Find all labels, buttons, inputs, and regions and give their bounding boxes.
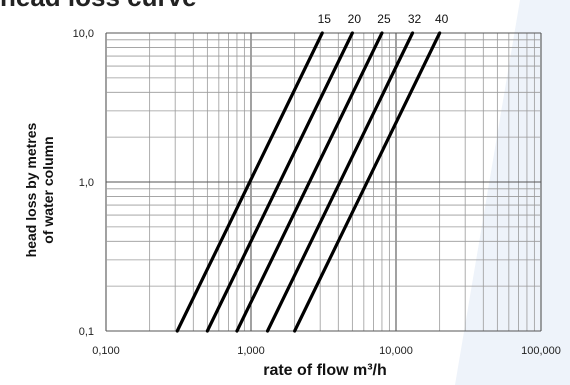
y-axis-label: head loss by metres of water column bbox=[23, 123, 57, 258]
x-tick-label: 1,000 bbox=[237, 345, 265, 357]
series-label-40: 40 bbox=[435, 12, 449, 26]
y-tick-label: 10,0 bbox=[73, 28, 94, 40]
series-line-40 bbox=[293, 31, 442, 333]
series-label-25: 25 bbox=[377, 12, 391, 26]
series-line-25 bbox=[235, 31, 384, 333]
series-line-15 bbox=[175, 31, 324, 333]
y-tick-label: 1,0 bbox=[79, 177, 94, 189]
y-axis-label-wrap: head loss by metres of water column bbox=[0, 0, 80, 385]
series-label-20: 20 bbox=[348, 12, 362, 26]
y-axis-label-line-1: head loss by metres bbox=[23, 122, 39, 258]
series-label-15: 15 bbox=[318, 12, 332, 26]
x-tick-label: 0,100 bbox=[92, 345, 120, 357]
x-tick-label: 100,000 bbox=[521, 345, 561, 357]
chart-title: head loss curve bbox=[0, 0, 260, 13]
series-line-20 bbox=[205, 31, 354, 333]
y-tick-label: 0,1 bbox=[79, 326, 94, 338]
y-axis-label-line-2: of water column bbox=[40, 136, 56, 244]
series-label-32: 32 bbox=[408, 12, 422, 26]
x-axis-label: rate of flow m³/h bbox=[263, 362, 387, 379]
series-line-32 bbox=[265, 31, 415, 333]
grid-layer bbox=[105, 32, 542, 332]
tick-label-layer: 0,100 1,000 10,000 100,000 0,1 1,0 10,0 bbox=[73, 28, 561, 357]
x-tick-label: 10,000 bbox=[379, 345, 413, 357]
series-layer: 15 20 25 32 40 bbox=[175, 12, 449, 333]
